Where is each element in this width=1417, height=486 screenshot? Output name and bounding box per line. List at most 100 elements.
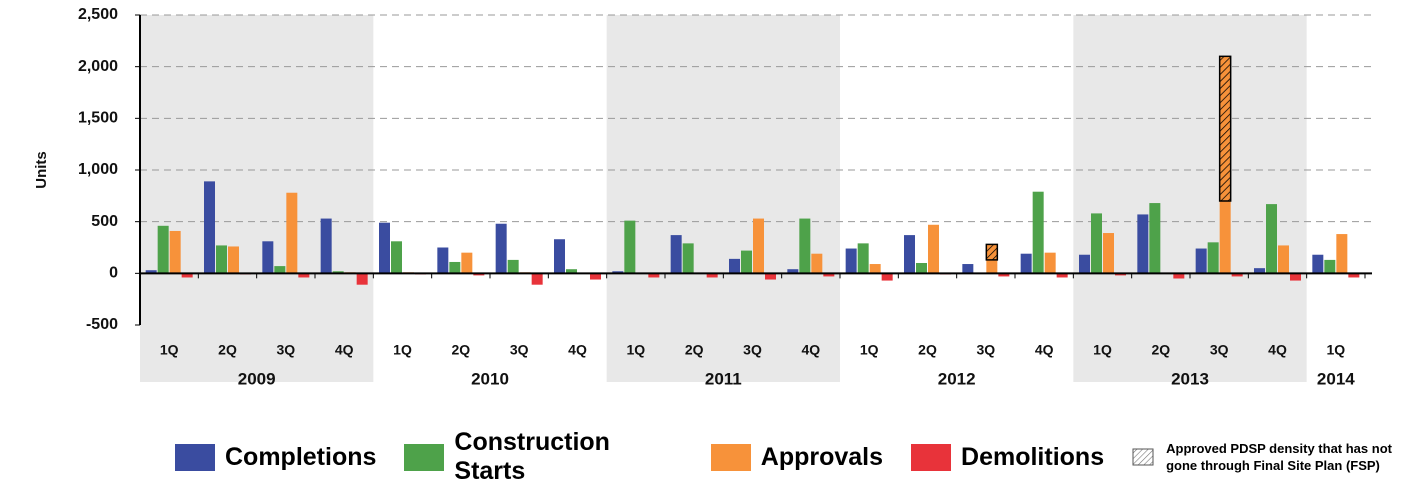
bar: [1290, 273, 1301, 281]
x-tick-label: 2Q: [451, 342, 470, 358]
legend-swatch: [710, 443, 751, 471]
bar: [857, 243, 869, 274]
bar: [590, 273, 601, 280]
y-tick-label: -500: [86, 316, 118, 333]
year-band: [606, 15, 840, 382]
bar: [1044, 252, 1056, 274]
bar: [881, 273, 893, 281]
bar: [1324, 259, 1336, 274]
chart: Units 2009 1Q 2Q 3Q 4Q 2010 1Q 2Q 3Q 4Q 2011 1Q 2Q 3Q…: [33, 6, 1375, 388]
legend-item: Completions: [175, 443, 376, 472]
bar: [753, 218, 764, 274]
stacked-bar: [1218, 55, 1232, 202]
bar: [262, 241, 274, 274]
bar: [204, 181, 215, 274]
bar: [181, 273, 193, 278]
bar: [437, 247, 449, 274]
bar: [1266, 204, 1277, 274]
legend-label: Construction Starts: [454, 428, 610, 485]
bar: [1348, 273, 1360, 278]
bar: [449, 261, 461, 274]
bar: [379, 222, 390, 274]
x-tick-label: 3Q: [510, 342, 529, 358]
bar: [356, 273, 368, 285]
bar: [1020, 253, 1032, 274]
bar: [1103, 233, 1114, 274]
legend-label: Completions: [225, 442, 377, 471]
bar: [787, 269, 799, 274]
bar: [507, 259, 519, 274]
y-tick-label: 1,500: [78, 110, 118, 127]
bar: [473, 273, 485, 276]
y-tick-label: 500: [91, 213, 118, 230]
x-tick-label: 1Q: [393, 342, 412, 358]
bar: [216, 245, 227, 274]
year-band: [1073, 15, 1307, 382]
bar: [157, 225, 169, 274]
bar: [1254, 268, 1265, 274]
bar: [799, 218, 811, 274]
y-tick-label: 1,000: [78, 161, 118, 178]
bar: [928, 224, 939, 274]
bar: [904, 235, 915, 274]
x-tick-label: 3Q: [976, 342, 995, 358]
legend-label: Demolitions: [961, 442, 1105, 471]
year-label: 2012: [938, 369, 976, 388]
bar: [845, 248, 857, 274]
bar: [986, 259, 998, 274]
x-tick-label: 4Q: [335, 342, 354, 358]
bar: [869, 264, 881, 274]
bar: [612, 271, 624, 274]
x-tick-label: 1Q: [626, 342, 645, 358]
bar: [145, 270, 157, 274]
stacked-bar: [985, 243, 999, 261]
bar: [1336, 234, 1348, 274]
year-label: 2013: [1171, 369, 1209, 388]
bar: [566, 269, 577, 274]
x-tick-label: 1Q: [160, 342, 179, 358]
bar: [298, 273, 310, 278]
bar: [706, 273, 718, 278]
x-tick-label: 3Q: [1210, 342, 1229, 358]
year-label: 2010: [471, 369, 509, 388]
x-tick-label: 2Q: [218, 342, 237, 358]
x-tick-label: 3Q: [276, 342, 295, 358]
legend-swatch: [404, 443, 445, 471]
legend-swatch: [1132, 448, 1154, 466]
bar: [531, 273, 543, 285]
bar: [1195, 248, 1207, 274]
bar: [648, 273, 660, 278]
bar: [1079, 254, 1090, 274]
legend-label: Approvals: [760, 442, 884, 471]
bar: [1137, 214, 1149, 274]
bar: [670, 235, 682, 274]
bar: [682, 243, 694, 274]
bar: [962, 264, 974, 274]
bar: [391, 241, 402, 274]
bar: [823, 273, 835, 277]
legend-item: Construction Starts: [404, 428, 682, 486]
bar: [1231, 273, 1243, 277]
bar: [286, 192, 298, 274]
bar: [765, 273, 776, 280]
bar: [1115, 273, 1126, 276]
legend-swatch: [175, 443, 215, 471]
legend-item: Approvals: [710, 442, 884, 472]
y-tick-label: 2,000: [78, 58, 118, 75]
bar: [169, 230, 181, 274]
bar: [461, 252, 473, 274]
x-tick-label: 2Q: [685, 342, 704, 358]
bar: [741, 250, 752, 274]
bar: [320, 218, 332, 274]
bar: [916, 263, 927, 274]
x-tick-label: 2Q: [1151, 342, 1170, 358]
x-tick-label: 3Q: [743, 342, 762, 358]
x-tick-label: 4Q: [1268, 342, 1287, 358]
year-band: [140, 15, 374, 382]
bar: [1056, 273, 1068, 278]
x-tick-label: 1Q: [1326, 342, 1345, 358]
bar: [1032, 191, 1044, 274]
bar: [274, 266, 286, 274]
x-tick-label: 2Q: [918, 342, 937, 358]
